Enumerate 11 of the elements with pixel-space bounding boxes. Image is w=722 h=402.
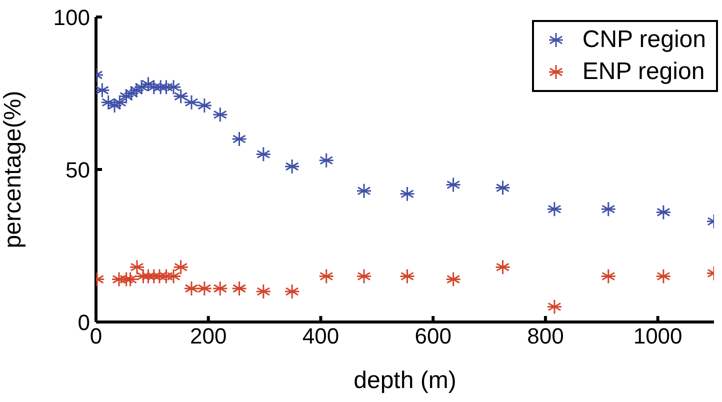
- legend-label: ENP region: [582, 57, 705, 87]
- x-axis-title: depth (m): [354, 367, 456, 394]
- x-tick-label: 200: [190, 324, 227, 349]
- y-axis-title: percentage(%): [0, 90, 27, 248]
- x-tick-label: 600: [414, 324, 452, 349]
- y-tick-label: 50: [66, 157, 90, 182]
- x-tick-label: 1000: [633, 324, 682, 349]
- x-tick-label: 400: [302, 324, 340, 349]
- legend-label: CNP region: [582, 25, 706, 55]
- x-tick-label: 800: [527, 324, 564, 349]
- y-tick-label: 100: [53, 4, 90, 30]
